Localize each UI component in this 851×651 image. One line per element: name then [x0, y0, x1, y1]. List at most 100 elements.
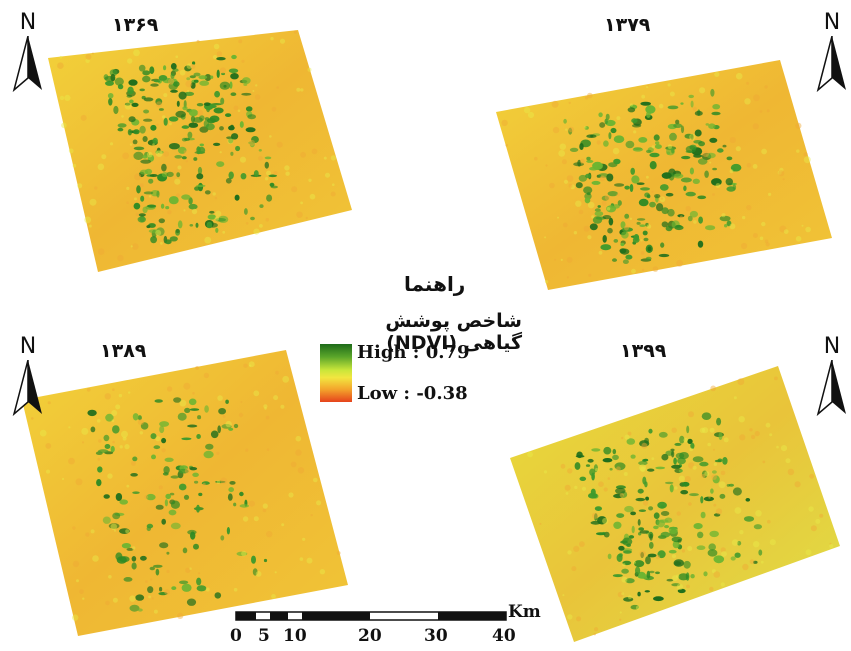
terrain-speckle	[164, 589, 171, 595]
vegetation-patch	[132, 139, 138, 145]
terrain-speckle	[564, 484, 571, 491]
terrain-speckle	[723, 437, 729, 443]
terrain-speckle	[179, 399, 187, 407]
terrain-speckle	[46, 469, 50, 474]
terrain-speckle	[560, 463, 566, 469]
vegetation-patch	[187, 131, 193, 139]
year-label-1369: ۱۳۶۹	[112, 14, 159, 36]
terrain-speckle	[783, 229, 789, 235]
terrain-speckle	[242, 516, 249, 522]
terrain-speckle	[684, 476, 691, 483]
vegetation-patch	[250, 216, 255, 221]
vegetation-patch	[660, 511, 670, 516]
terrain-speckle	[766, 109, 770, 113]
vegetation-patch	[758, 549, 763, 556]
vegetation-patch	[710, 88, 715, 97]
terrain-speckle	[233, 587, 238, 592]
vegetation-patch	[171, 586, 177, 590]
vegetation-patch	[221, 424, 232, 429]
terrain-speckle	[713, 503, 717, 507]
vegetation-patch	[678, 573, 689, 581]
vegetation-patch	[239, 121, 244, 128]
terrain-speckle	[729, 137, 736, 144]
vegetation-patch	[225, 113, 232, 117]
vegetation-patch	[103, 494, 110, 499]
terrain-speckle	[718, 481, 726, 489]
vegetation-patch	[193, 72, 201, 77]
terrain-speckle	[126, 186, 130, 190]
terrain-speckle	[659, 196, 666, 203]
vegetation-patch	[673, 559, 685, 567]
vegetation-patch	[621, 231, 629, 239]
vegetation-patch	[606, 173, 614, 182]
vegetation-patch	[618, 545, 625, 551]
terrain-speckle	[300, 151, 306, 158]
vegetation-patch	[140, 195, 145, 202]
legend-color-ramp	[320, 344, 352, 402]
vegetation-patch	[107, 93, 114, 99]
terrain-speckle	[255, 84, 258, 87]
terrain-speckle	[124, 102, 132, 110]
vegetation-patch	[668, 526, 678, 535]
terrain-speckle	[527, 111, 535, 119]
terrain-speckle	[212, 55, 218, 60]
vegetation-patch	[693, 523, 703, 530]
vegetation-patch	[137, 415, 142, 421]
vegetation-patch	[230, 151, 234, 156]
vegetation-patch	[184, 137, 191, 141]
terrain-speckle	[593, 633, 596, 636]
vegetation-patch	[204, 74, 212, 81]
vegetation-patch	[732, 487, 742, 496]
terrain-speckle	[660, 197, 664, 200]
terrain-speckle	[761, 221, 766, 227]
terrain-speckle	[144, 495, 149, 499]
terrain-speckle	[245, 222, 249, 225]
vegetation-patch	[607, 553, 612, 560]
terrain-speckle	[122, 152, 130, 160]
terrain-speckle	[762, 460, 766, 464]
vegetation-patch	[176, 100, 180, 107]
terrain-speckle	[156, 101, 163, 108]
terrain-speckle	[253, 228, 260, 235]
vegetation-patch	[625, 578, 635, 584]
terrain-speckle	[262, 508, 267, 513]
vegetation-patch	[726, 484, 731, 487]
vegetation-patch	[685, 145, 697, 153]
terrain-speckle	[112, 440, 115, 444]
vegetation-patch	[612, 448, 617, 455]
vegetation-patch	[159, 421, 170, 427]
terrain-speckle	[765, 242, 770, 247]
vegetation-patch	[216, 57, 226, 61]
vegetation-patch	[649, 533, 653, 541]
vegetation-patch	[247, 114, 256, 120]
vegetation-patch	[636, 182, 645, 185]
vegetation-patch	[654, 144, 662, 150]
vegetation-patch	[614, 462, 626, 471]
terrain-speckle	[80, 114, 87, 121]
terrain-speckle	[755, 510, 762, 517]
terrain-speckle	[570, 184, 576, 190]
vegetation-patch	[697, 158, 708, 165]
terrain-speckle	[712, 448, 715, 451]
terrain-speckle	[47, 401, 51, 405]
terrain-speckle	[177, 165, 182, 170]
terrain-speckle	[249, 139, 255, 146]
vegetation-patch	[730, 163, 742, 172]
terrain-speckle	[155, 436, 161, 442]
vegetation-patch	[753, 560, 758, 564]
terrain-speckle	[621, 576, 628, 583]
terrain-speckle	[641, 442, 648, 449]
terrain-speckle	[567, 550, 572, 555]
terrain-speckle	[309, 193, 316, 200]
vegetation-patch	[140, 422, 149, 430]
terrain-speckle	[552, 126, 560, 134]
terrain-speckle	[688, 502, 692, 506]
legend-high-label: High : 0.79	[357, 342, 470, 363]
terrain-speckle	[91, 52, 94, 55]
terrain-speckle	[160, 241, 163, 245]
vegetation-patch	[189, 224, 194, 227]
terrain-speckle	[675, 574, 680, 578]
vegetation-patch	[683, 185, 687, 192]
terrain-speckle	[97, 163, 105, 171]
vegetation-patch	[225, 178, 232, 184]
